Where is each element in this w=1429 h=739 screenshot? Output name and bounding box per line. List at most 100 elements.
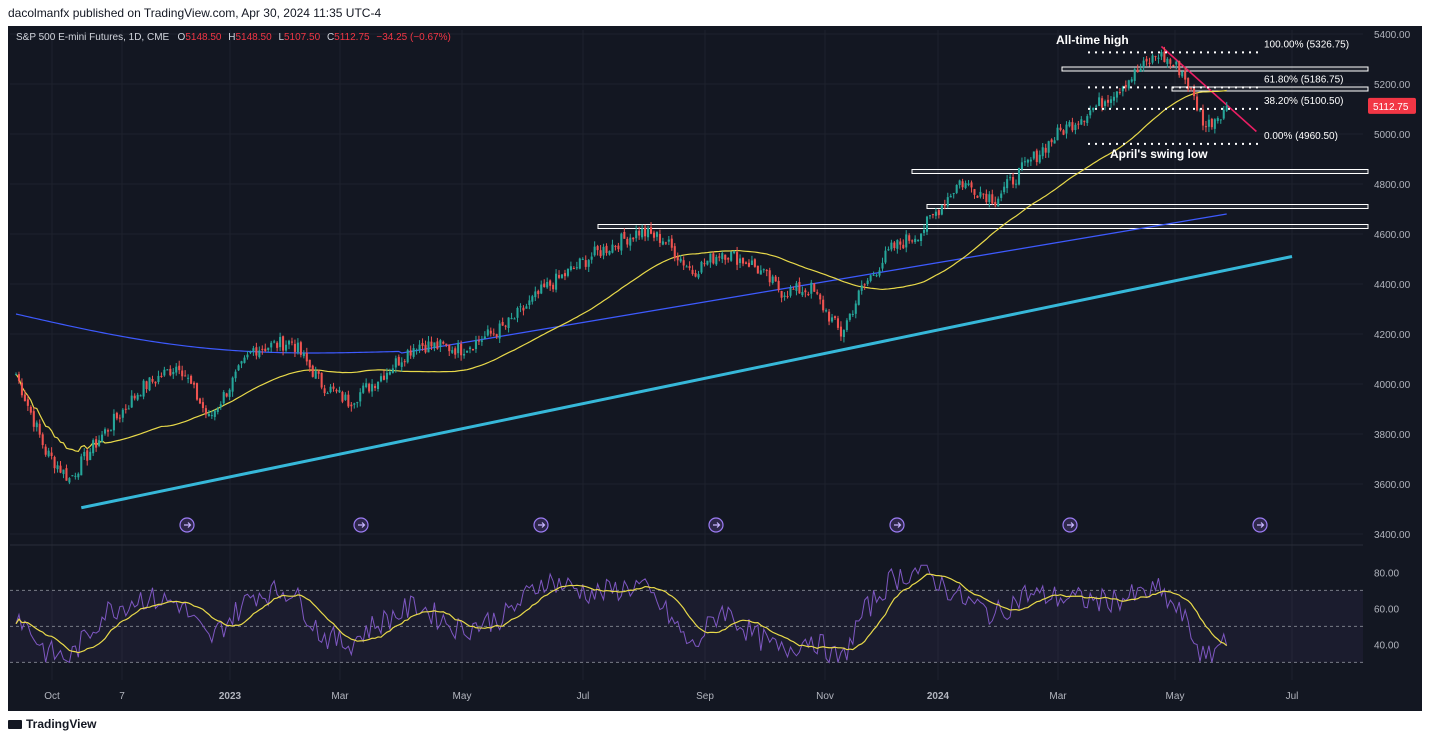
candle-body xyxy=(415,349,418,351)
candle-body xyxy=(1163,51,1166,63)
candle-body xyxy=(759,270,762,275)
candle-body xyxy=(575,267,578,269)
candle-body xyxy=(572,268,575,270)
tradingview-brand[interactable]: TradingView xyxy=(8,717,96,731)
candle-body xyxy=(139,395,142,397)
time-tick-label: 2024 xyxy=(927,691,950,702)
candle-body xyxy=(694,273,697,277)
candle-body xyxy=(374,385,377,389)
time-tick-label: May xyxy=(1166,691,1185,702)
candle-body xyxy=(549,280,552,286)
candle-body xyxy=(1124,84,1127,88)
candle-body xyxy=(293,343,296,352)
candle-body xyxy=(831,317,834,322)
candle-body xyxy=(611,244,614,253)
candle-body xyxy=(673,246,676,259)
candle-body xyxy=(750,260,753,266)
candle-body xyxy=(264,348,267,351)
time-tick-label: Nov xyxy=(816,691,834,702)
candle-body xyxy=(436,341,439,349)
candle-body xyxy=(1012,177,1015,185)
candle-body xyxy=(943,204,946,206)
symbol-label[interactable]: S&P 500 E-mini Futures, 1D, CME xyxy=(16,32,170,43)
candle-body xyxy=(587,260,590,267)
candle-body xyxy=(394,358,397,368)
price-axis: 5400.00 5200.00 5000.00 4800.00 4600.00 4400.… xyxy=(1368,30,1416,651)
candle-body xyxy=(1154,56,1157,58)
candle-body xyxy=(825,310,828,312)
candle-body xyxy=(1044,147,1047,153)
time-tick-label: Jul xyxy=(1286,691,1299,702)
candle-body xyxy=(365,383,368,388)
candle-body xyxy=(884,250,887,263)
rsi-tick-label: 40.00 xyxy=(1374,640,1399,651)
candle-body xyxy=(730,251,733,261)
candle-body xyxy=(961,181,964,188)
candle-body xyxy=(813,283,816,292)
candle-body xyxy=(700,261,703,273)
candle-body xyxy=(1095,105,1098,107)
candle-body xyxy=(1204,126,1207,128)
arrow-icon xyxy=(1067,522,1075,528)
candle-body xyxy=(83,451,86,457)
candle-body xyxy=(741,257,745,264)
candle-body xyxy=(127,408,130,410)
candle-body xyxy=(569,266,572,270)
candle-body xyxy=(848,313,851,320)
candle-body xyxy=(163,369,166,376)
candle-body xyxy=(658,233,661,243)
candle-body xyxy=(184,375,187,377)
candle-body xyxy=(638,230,641,236)
candle-body xyxy=(175,366,178,373)
chart-frame[interactable] xyxy=(8,26,1422,711)
fibonacci-label: 61.80% (5186.75) xyxy=(1264,74,1344,85)
candle-body xyxy=(1104,101,1107,106)
candle-body xyxy=(733,251,736,254)
candle-body xyxy=(382,375,386,380)
candle-body xyxy=(1213,119,1216,129)
candle-body xyxy=(949,195,952,198)
candle-body xyxy=(857,290,860,305)
last-price-tag xyxy=(1368,97,1416,114)
rsi-line xyxy=(15,564,1228,664)
candle-body xyxy=(1121,86,1124,92)
candle-body xyxy=(1009,177,1012,179)
candle-body xyxy=(252,348,255,352)
candle-body xyxy=(243,357,246,363)
ascending-trendline xyxy=(80,255,1293,510)
candle-body xyxy=(474,339,477,350)
candle-body xyxy=(350,404,353,407)
candle-body xyxy=(641,228,644,238)
candle-body xyxy=(881,262,884,269)
candle-body xyxy=(519,306,522,308)
candle-body xyxy=(792,288,795,290)
candle-body xyxy=(98,440,101,446)
candle-body xyxy=(169,368,172,376)
candle-body xyxy=(1086,116,1089,123)
candle-body xyxy=(994,201,997,206)
candle-body xyxy=(406,350,409,363)
candle-body xyxy=(1142,60,1145,68)
candle-body xyxy=(311,365,314,377)
candle-body xyxy=(982,193,985,195)
candle-body xyxy=(1023,161,1026,163)
candle-body xyxy=(736,252,739,265)
candle-body xyxy=(869,275,872,281)
candle-body xyxy=(1133,69,1136,81)
time-axis: Oct 7 2023 Mar May Jul Sep Nov 2024 Mar May Jul xyxy=(44,691,1298,702)
candle-body xyxy=(739,258,742,263)
candle-body xyxy=(914,238,917,243)
candle-body xyxy=(77,473,80,478)
candle-body xyxy=(308,359,311,368)
candle-body xyxy=(1101,98,1104,108)
candle-body xyxy=(860,285,863,291)
candle-body xyxy=(1178,61,1181,76)
candle-body xyxy=(20,382,23,396)
candle-body xyxy=(670,238,673,248)
candle-body xyxy=(872,274,875,276)
candle-body xyxy=(1136,69,1139,73)
candle-body xyxy=(537,290,540,295)
candle-body xyxy=(1062,130,1065,135)
candle-body xyxy=(329,386,332,393)
